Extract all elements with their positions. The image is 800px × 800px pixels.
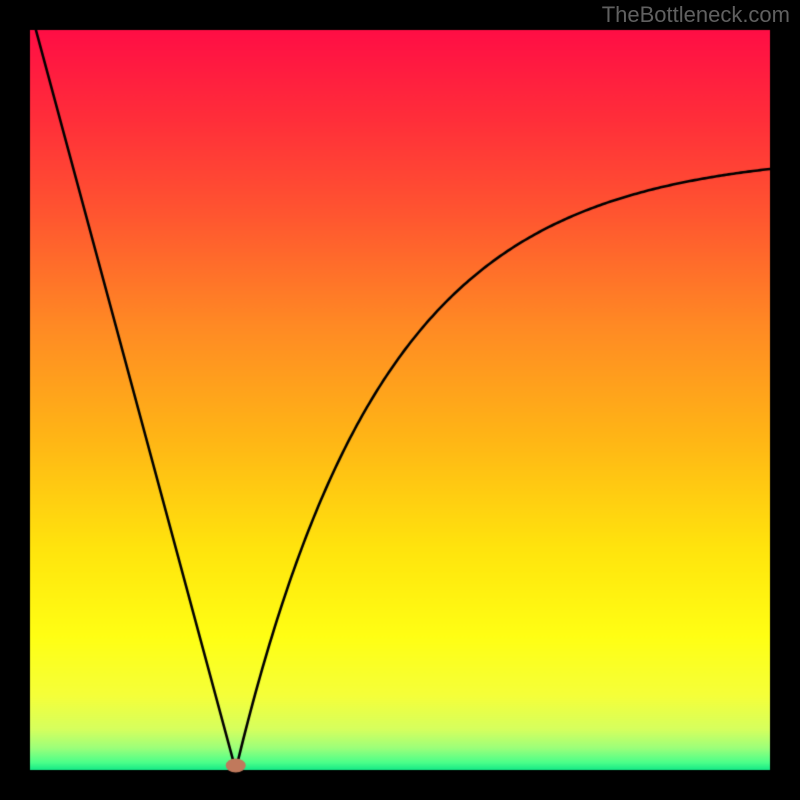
- bottleneck-chart-canvas: [0, 0, 800, 800]
- chart-stage: TheBottleneck.com: [0, 0, 800, 800]
- watermark-label: TheBottleneck.com: [602, 2, 790, 28]
